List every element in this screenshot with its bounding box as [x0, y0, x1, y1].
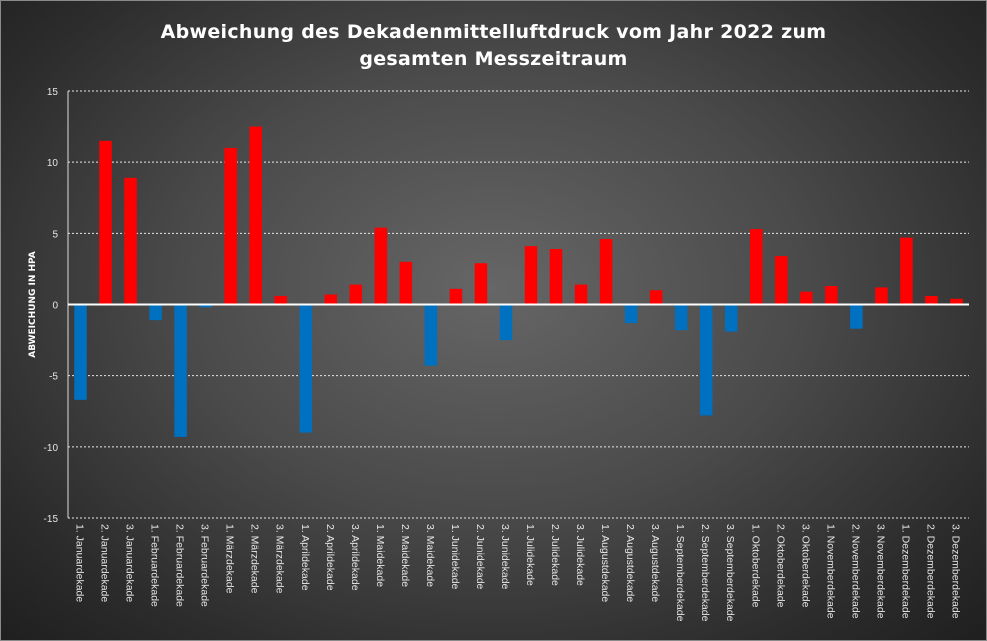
- bar: [324, 294, 338, 305]
- x-axis-labels: 1. Januardekade 2. Januardekade 3. Januard…: [74, 524, 962, 622]
- bar: [524, 246, 538, 305]
- x-tick-label: 3. Maidekade: [424, 524, 436, 587]
- y-axis-ticks: -15 -10 -5 0 5 10 15: [44, 87, 59, 525]
- chart-title-line-1: Abweichung des Dekadenmittelluftdruck vo…: [160, 21, 827, 43]
- bar: [549, 248, 563, 305]
- x-tick-label: 2. Junidekade: [474, 524, 486, 590]
- bar: [299, 304, 313, 433]
- x-tick-label: 2. Märzdekade: [249, 524, 261, 594]
- bar: [499, 304, 513, 341]
- x-tick-label: 1. Dezemberdekade: [899, 524, 911, 619]
- x-tick-label: 3. Märzdekade: [274, 524, 286, 594]
- bar: [374, 227, 388, 305]
- bar: [800, 291, 813, 305]
- x-tick-label: 2. Dezemberdekade: [924, 524, 936, 619]
- x-tick-label: 1. Julidekade: [524, 524, 536, 586]
- x-tick-label: 3. Novemberdekade: [874, 524, 886, 619]
- bar: [624, 304, 638, 324]
- bar: [149, 304, 162, 321]
- x-tick-label: 1. Junidekade: [449, 524, 461, 590]
- x-tick-label: 3. Aprildekade: [349, 524, 361, 591]
- x-tick-label: 3. Augustdekade: [649, 524, 661, 602]
- y-tick-label: 15: [47, 87, 59, 98]
- y-tick-label: -5: [49, 372, 58, 383]
- x-tick-label: 3. Februardekade: [199, 524, 211, 607]
- x-tick-label: 1. Januardekade: [74, 524, 86, 602]
- x-tick-label: 3. Julidekade: [574, 524, 586, 586]
- y-tick-label: 0: [52, 301, 58, 312]
- x-tick-label: 2. Februardekade: [174, 524, 186, 607]
- x-tick-label: 1. Novemberdekade: [824, 524, 836, 619]
- y-tick-label: -15: [44, 514, 59, 525]
- bar: [199, 304, 212, 308]
- chart-title: Abweichung des Dekadenmittelluftdruck vo…: [1, 19, 986, 73]
- bar: [724, 304, 738, 332]
- bar: [349, 284, 363, 305]
- x-tick-label: 2. Augustdekade: [624, 524, 636, 602]
- x-tick-label: 2. Novemberdekade: [849, 524, 861, 619]
- chart-title-line-2: gesamten Messzeitraum: [359, 48, 628, 70]
- x-tick-label: 2. Januardekade: [99, 524, 111, 602]
- x-tick-label: 3. Dezemberdekade: [949, 524, 961, 619]
- x-tick-label: 2. Aprildekade: [324, 524, 336, 591]
- x-tick-label: 3. Septemberdekade: [724, 524, 736, 622]
- bar: [900, 237, 913, 305]
- x-tick-label: 1. Maidekade: [374, 524, 386, 587]
- bar: [750, 229, 763, 305]
- x-tick-label: 2. Maidekade: [399, 524, 411, 587]
- bar: [424, 304, 438, 366]
- bar: [124, 177, 137, 305]
- x-tick-label: 1. Märzdekade: [224, 524, 236, 594]
- bar: [775, 256, 788, 305]
- x-tick-label: 2. Oktoberdekade: [774, 524, 786, 608]
- bar: [599, 239, 613, 305]
- bars: [74, 126, 963, 437]
- y-axis-label: ABWEICHUNG IN HPA: [28, 251, 38, 358]
- bar: [875, 287, 888, 305]
- x-tick-label: 3. Junidekade: [499, 524, 511, 590]
- bar: [399, 261, 413, 305]
- bar: [649, 290, 663, 305]
- x-tick-label: 1. Februardekade: [149, 524, 161, 607]
- bar: [99, 140, 112, 305]
- bar: [950, 298, 963, 305]
- axes: [67, 91, 969, 518]
- x-tick-label: 1. Aprildekade: [299, 524, 311, 591]
- bar: [74, 304, 87, 400]
- bar: [474, 263, 488, 305]
- bar: [249, 126, 262, 305]
- x-tick-label: 2. Julidekade: [549, 524, 561, 586]
- bar: [674, 304, 688, 331]
- x-tick-label: 3. Januardekade: [124, 524, 136, 602]
- y-tick-label: 5: [52, 229, 58, 240]
- bar: [699, 304, 713, 416]
- bar: [224, 147, 237, 305]
- x-tick-label: 2. Septemberdekade: [699, 524, 711, 622]
- x-tick-label: 1. Oktoberdekade: [749, 524, 761, 608]
- bar: [925, 295, 938, 305]
- bar: [274, 295, 287, 305]
- x-tick-label: 3. Oktoberdekade: [799, 524, 811, 608]
- bar: [825, 285, 838, 305]
- bar: [174, 304, 187, 437]
- x-tick-label: 1. Augustdekade: [599, 524, 611, 602]
- bar: [850, 304, 863, 329]
- y-tick-label: -10: [44, 443, 59, 454]
- x-tick-label: 1. Septemberdekade: [674, 524, 686, 622]
- y-tick-label: 10: [47, 158, 59, 169]
- bar: [449, 288, 463, 305]
- bar: [574, 284, 588, 305]
